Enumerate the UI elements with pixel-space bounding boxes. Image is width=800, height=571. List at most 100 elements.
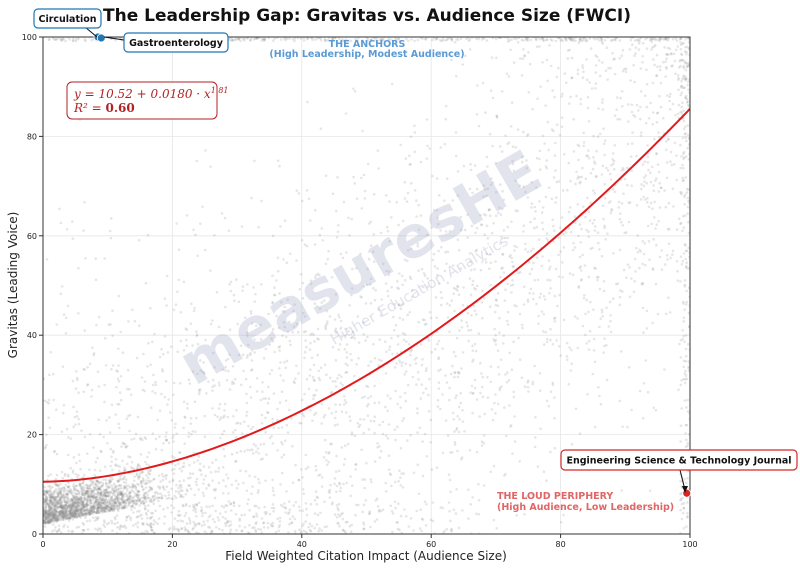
- scatter-point: [67, 529, 70, 533]
- scatter-point: [295, 259, 298, 262]
- scatter-point: [74, 511, 78, 515]
- scatter-point: [191, 527, 195, 531]
- scatter-point: [223, 402, 227, 406]
- scatter-point: [333, 423, 337, 427]
- scatter-point: [277, 326, 281, 330]
- scatter-point: [282, 258, 285, 261]
- scatter-point: [346, 442, 350, 446]
- scatter-point: [386, 230, 390, 233]
- scatter-point: [114, 490, 118, 494]
- scatter-point: [109, 505, 112, 509]
- scatter-point: [116, 489, 119, 492]
- scatter-point: [482, 441, 486, 445]
- scatter-point: [45, 443, 48, 447]
- scatter-point: [543, 298, 547, 301]
- scatter-point: [390, 82, 394, 86]
- scatter-point: [110, 499, 113, 503]
- scatter-point: [74, 506, 77, 509]
- scatter-point: [224, 504, 227, 507]
- scatter-point: [440, 303, 443, 307]
- scatter-point: [342, 395, 346, 398]
- scatter-point: [214, 489, 217, 492]
- scatter-point: [288, 252, 292, 256]
- scatter-point: [680, 110, 684, 114]
- scatter-point: [620, 90, 624, 93]
- scatter-point: [51, 503, 55, 506]
- scatter-point: [642, 252, 646, 256]
- scatter-point: [294, 463, 297, 467]
- scatter-point: [683, 399, 687, 402]
- scatter-point: [116, 501, 120, 505]
- scatter-point: [216, 415, 219, 419]
- scatter-point: [265, 511, 269, 514]
- scatter-point: [114, 413, 118, 416]
- scatter-point: [97, 498, 101, 501]
- scatter-point: [313, 512, 317, 515]
- scatter-point: [610, 39, 613, 42]
- scatter-point: [420, 517, 424, 521]
- scatter-point: [657, 135, 661, 139]
- scatter-point: [630, 184, 633, 187]
- scatter-point: [73, 511, 77, 515]
- scatter-point: [251, 452, 255, 455]
- scatter-point: [509, 424, 513, 427]
- scatter-point: [302, 492, 306, 496]
- scatter-point: [659, 65, 662, 68]
- scatter-point: [574, 182, 577, 186]
- scatter-point: [312, 397, 315, 401]
- scatter-point: [594, 38, 597, 41]
- scatter-point: [368, 510, 372, 513]
- scatter-point: [584, 177, 588, 180]
- scatter-point: [231, 38, 235, 42]
- scatter-point: [374, 499, 378, 502]
- scatter-point: [564, 37, 567, 40]
- scatter-point: [601, 315, 604, 318]
- scatter-point: [43, 492, 47, 496]
- scatter-point: [117, 498, 120, 501]
- scatter-point: [567, 161, 571, 165]
- scatter-point: [243, 526, 247, 529]
- scatter-point: [246, 531, 250, 534]
- scatter-point: [615, 96, 619, 99]
- scatter-point: [509, 425, 512, 428]
- scatter-point: [276, 517, 279, 521]
- scatter-point: [61, 506, 65, 510]
- scatter-point: [239, 422, 242, 425]
- scatter-point: [334, 293, 338, 296]
- scatter-point: [390, 285, 394, 289]
- scatter-point: [129, 456, 132, 459]
- scatter-point: [92, 508, 96, 511]
- scatter-point: [54, 507, 57, 511]
- scatter-point: [161, 485, 165, 488]
- scatter-point: [353, 434, 357, 438]
- scatter-point: [121, 494, 124, 498]
- scatter-point: [66, 473, 70, 477]
- scatter-point: [475, 398, 479, 401]
- scatter-point: [102, 496, 105, 500]
- scatter-point: [49, 505, 52, 509]
- scatter-point: [161, 368, 164, 371]
- scatter-point: [174, 303, 178, 307]
- scatter-point: [101, 506, 104, 510]
- scatter-point: [176, 513, 180, 517]
- scatter-point: [345, 251, 348, 254]
- scatter-point: [401, 283, 405, 287]
- scatter-point: [581, 253, 584, 257]
- scatter-point: [90, 509, 93, 512]
- scatter-point: [158, 487, 161, 490]
- scatter-point: [454, 154, 458, 158]
- scatter-point: [453, 443, 457, 446]
- scatter-point: [663, 46, 666, 49]
- scatter-point: [444, 104, 448, 108]
- scatter-point: [144, 491, 147, 495]
- scatter-point: [369, 38, 373, 42]
- scatter-point: [272, 426, 276, 430]
- scatter-point: [485, 194, 488, 198]
- scatter-point: [400, 364, 404, 367]
- scatter-point: [43, 489, 47, 493]
- scatter-point: [366, 267, 370, 271]
- scatter-point: [123, 524, 126, 528]
- scatter-point: [531, 107, 534, 111]
- scatter-point: [437, 387, 441, 390]
- scatter-point: [455, 38, 458, 41]
